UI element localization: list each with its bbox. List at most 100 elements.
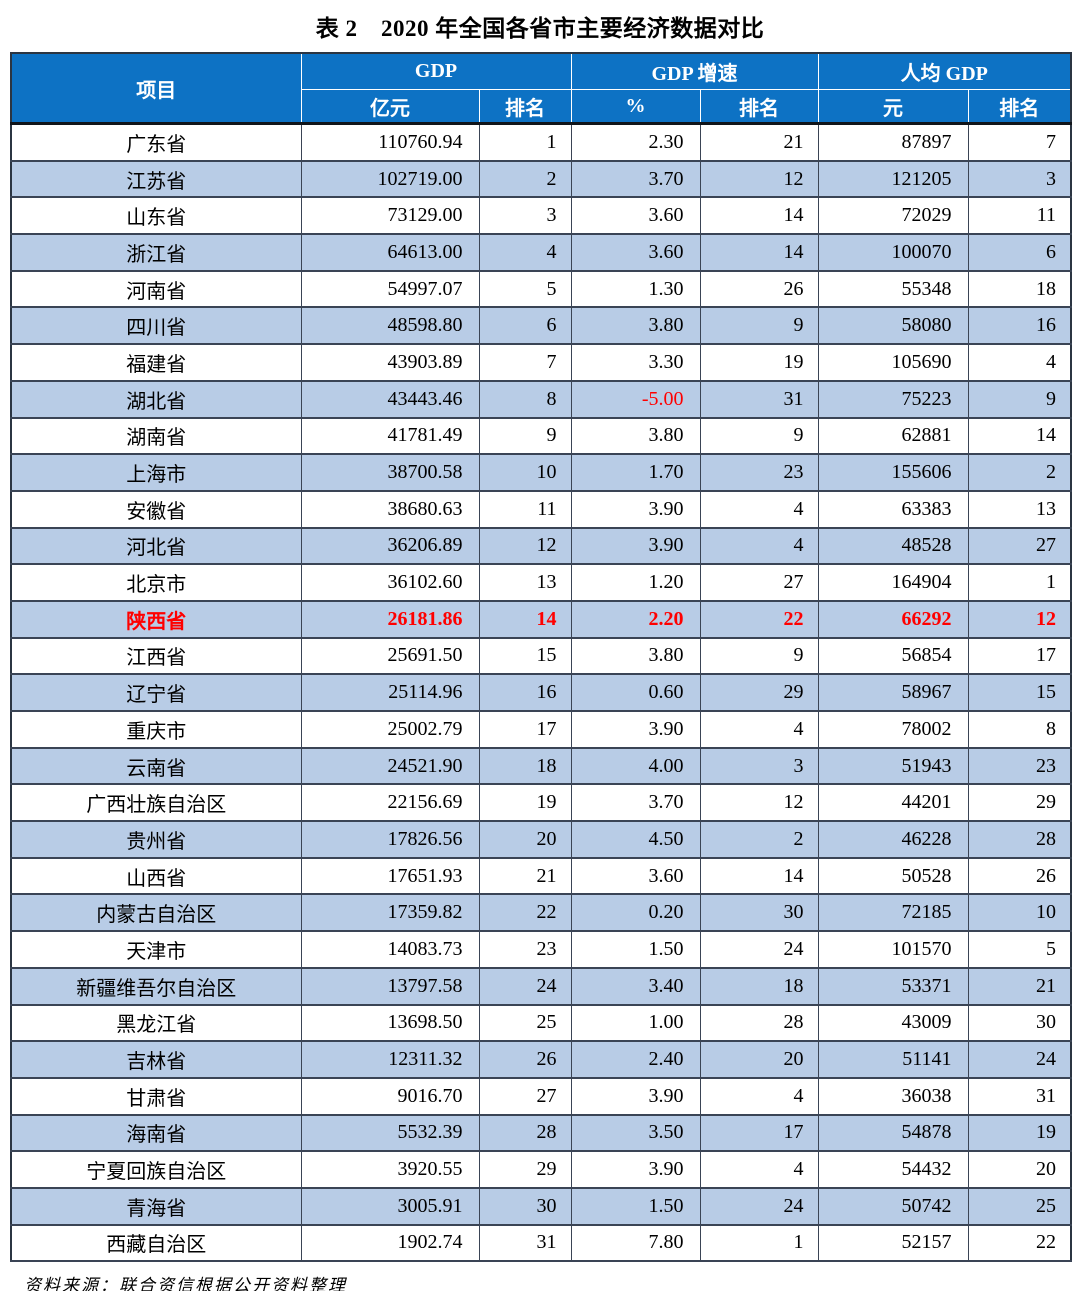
cell-growth: 3.90	[570, 489, 701, 529]
table-row: 浙江省 64613.00 4 3.60 14 100070 6	[10, 233, 1072, 272]
cell-per-capita-rank: 5	[967, 930, 1072, 969]
cell-per-capita-rank: 16	[967, 306, 1072, 346]
table-row: 海南省 5532.39 28 3.50 17 54878 19	[10, 1113, 1072, 1153]
cell-gdp-rank: 8	[478, 379, 572, 419]
cell-gdp: 12311.32	[300, 1040, 480, 1079]
cell-per-capita-rank: 22	[967, 1223, 1072, 1263]
cell-per-capita-gdp: 78002	[817, 710, 969, 749]
cell-gdp: 43443.46	[300, 379, 480, 419]
cell-per-capita-rank: 1	[967, 563, 1072, 602]
cell-per-capita-rank: 23	[967, 746, 1072, 786]
table-row: 北京市 36102.60 13 1.20 27 164904 1	[10, 563, 1072, 602]
cell-province: 新疆维吾尔自治区	[10, 966, 302, 1006]
cell-growth: 3.70	[570, 159, 701, 199]
cell-gdp: 9016.70	[300, 1076, 480, 1116]
cell-growth: 3.90	[570, 1150, 701, 1189]
cell-per-capita-gdp: 66292	[817, 599, 969, 639]
cell-per-capita-rank: 4	[967, 343, 1072, 382]
cell-per-capita-rank: 3	[967, 159, 1072, 199]
cell-gdp-rank: 22	[478, 893, 572, 933]
cell-gdp: 36206.89	[300, 526, 480, 566]
header-growth-unit: %	[570, 89, 701, 124]
cell-province: 安徽省	[10, 489, 302, 529]
cell-growth-rank: 20	[699, 1040, 819, 1079]
cell-per-capita-gdp: 58967	[817, 673, 969, 712]
cell-growth-rank: 12	[699, 783, 819, 823]
cell-gdp: 73129.00	[300, 196, 480, 236]
cell-growth: 3.90	[570, 526, 701, 566]
cell-growth: -5.00	[570, 379, 701, 419]
table-row: 湖北省 43443.46 8 -5.00 31 75223 9	[10, 379, 1072, 419]
cell-gdp-rank: 7	[478, 343, 572, 382]
cell-province: 黑龙江省	[10, 1003, 302, 1043]
cell-province: 重庆市	[10, 710, 302, 749]
table-row: 江西省 25691.50 15 3.80 9 56854 17	[10, 636, 1072, 676]
cell-growth: 3.90	[570, 710, 701, 749]
header-unit-row: 亿元 排名 % 排名 元 排名	[11, 89, 1072, 124]
cell-growth: 1.50	[570, 930, 701, 969]
cell-growth-rank: 23	[699, 453, 819, 492]
cell-gdp: 43903.89	[300, 343, 480, 382]
cell-growth-rank: 24	[699, 1186, 819, 1226]
cell-gdp: 17826.56	[300, 820, 480, 859]
cell-gdp-rank: 21	[478, 856, 572, 896]
cell-per-capita-rank: 19	[967, 1113, 1072, 1153]
table-row: 重庆市 25002.79 17 3.90 4 78002 8	[10, 710, 1072, 749]
cell-growth: 2.40	[570, 1040, 701, 1079]
cell-growth: 3.80	[570, 636, 701, 676]
cell-growth: 2.20	[570, 599, 701, 639]
cell-gdp-rank: 12	[478, 526, 572, 566]
cell-gdp-rank: 25	[478, 1003, 572, 1043]
cell-growth-rank: 14	[699, 196, 819, 236]
header-per-capita-group: 人均 GDP	[817, 52, 1072, 90]
table-row: 西藏自治区 1902.74 31 7.80 1 52157 22	[10, 1223, 1072, 1263]
header-gdp-rank: 排名	[478, 89, 572, 124]
cell-province: 山东省	[10, 196, 302, 236]
cell-gdp: 1902.74	[300, 1223, 480, 1263]
cell-gdp: 41781.49	[300, 416, 480, 456]
cell-growth: 1.20	[570, 563, 701, 602]
header-item: 项目	[10, 52, 302, 124]
cell-per-capita-rank: 6	[967, 233, 1072, 272]
cell-per-capita-gdp: 75223	[817, 379, 969, 419]
cell-growth-rank: 22	[699, 599, 819, 639]
cell-growth-rank: 17	[699, 1113, 819, 1153]
cell-growth-rank: 29	[699, 673, 819, 712]
cell-gdp-rank: 18	[478, 746, 572, 786]
cell-gdp: 110760.94	[300, 122, 480, 162]
cell-gdp: 64613.00	[300, 233, 480, 272]
cell-growth-rank: 19	[699, 343, 819, 382]
cell-per-capita-gdp: 155606	[817, 453, 969, 492]
cell-gdp: 13698.50	[300, 1003, 480, 1043]
cell-per-capita-gdp: 43009	[817, 1003, 969, 1043]
table-row: 上海市 38700.58 10 1.70 23 155606 2	[10, 453, 1072, 492]
cell-per-capita-rank: 12	[967, 599, 1072, 639]
source-note: 资料来源：联合资信根据公开资料整理	[24, 1276, 347, 1291]
cell-per-capita-gdp: 50528	[817, 856, 969, 896]
cell-growth: 3.60	[570, 233, 701, 272]
cell-gdp: 25691.50	[300, 636, 480, 676]
cell-gdp-rank: 27	[478, 1076, 572, 1116]
header-gdp-unit: 亿元	[300, 89, 480, 124]
cell-per-capita-rank: 30	[967, 1003, 1072, 1043]
cell-gdp-rank: 15	[478, 636, 572, 676]
cell-province: 河南省	[10, 269, 302, 309]
cell-growth: 0.60	[570, 673, 701, 712]
cell-gdp: 25002.79	[300, 710, 480, 749]
cell-gdp-rank: 14	[478, 599, 572, 639]
table-row: 陕西省 26181.86 14 2.20 22 66292 12	[10, 599, 1072, 639]
cell-gdp-rank: 28	[478, 1113, 572, 1153]
cell-per-capita-gdp: 46228	[817, 820, 969, 859]
cell-per-capita-gdp: 72029	[817, 196, 969, 236]
cell-province: 宁夏回族自治区	[10, 1150, 302, 1189]
cell-gdp-rank: 11	[478, 489, 572, 529]
header-growth-group: GDP 增速	[570, 52, 819, 90]
table-row: 广西壮族自治区 22156.69 19 3.70 12 44201 29	[10, 783, 1072, 823]
cell-per-capita-gdp: 53371	[817, 966, 969, 1006]
table-row: 河南省 54997.07 5 1.30 26 55348 18	[10, 269, 1072, 309]
cell-growth-rank: 12	[699, 159, 819, 199]
cell-growth: 0.20	[570, 893, 701, 933]
cell-gdp: 38680.63	[300, 489, 480, 529]
table-header: 项目 GDP GDP 增速 人均 GDP 亿元 排名 % 排名 元 排名	[10, 52, 1072, 124]
cell-gdp-rank: 23	[478, 930, 572, 969]
